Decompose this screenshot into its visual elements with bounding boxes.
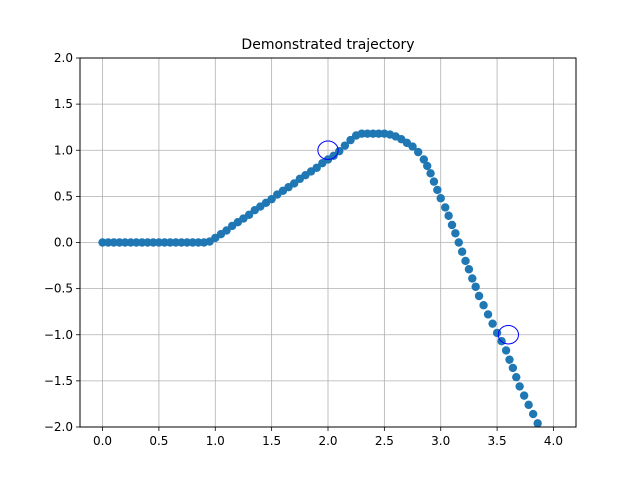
data-point xyxy=(474,291,484,301)
y-tick-label: 2.0 xyxy=(54,51,73,65)
y-tick-label: −1.5 xyxy=(44,374,73,388)
x-tick-label: 1.0 xyxy=(206,434,225,448)
data-point xyxy=(515,382,524,391)
data-point xyxy=(454,238,463,247)
data-point xyxy=(429,177,439,186)
data-point xyxy=(461,256,470,266)
y-tick-label: −1.0 xyxy=(44,328,73,342)
data-point xyxy=(423,161,432,171)
data-point xyxy=(312,163,321,172)
chart-title: Demonstrated trajectory xyxy=(241,37,414,53)
data-point xyxy=(464,265,474,274)
data-point xyxy=(457,247,467,256)
plot-area xyxy=(98,129,542,427)
data-point xyxy=(329,151,338,160)
data-point xyxy=(505,355,514,364)
waypoint-ellipse xyxy=(497,325,520,345)
data-point xyxy=(528,409,538,419)
data-point xyxy=(444,211,453,220)
data-point xyxy=(436,194,445,203)
y-tick-label: −0.5 xyxy=(44,282,73,296)
data-point xyxy=(488,319,497,328)
y-tick-label: 0.0 xyxy=(54,236,73,250)
data-point xyxy=(508,363,518,373)
data-point xyxy=(346,135,355,145)
x-tick-label: 2.5 xyxy=(375,434,394,448)
data-point xyxy=(471,282,480,291)
data-point xyxy=(479,301,488,310)
x-tick-label: 3.5 xyxy=(488,434,507,448)
data-point xyxy=(340,141,350,150)
y-tick-label: −2.0 xyxy=(44,420,73,434)
data-point xyxy=(519,391,529,400)
data-point xyxy=(524,400,533,410)
x-tick-label: 3.0 xyxy=(431,434,450,448)
waypoint-ellipse xyxy=(317,140,339,160)
y-tick-label: 1.5 xyxy=(54,97,73,111)
x-tick-label: 1.5 xyxy=(262,434,281,448)
data-point xyxy=(419,155,429,164)
data-point xyxy=(447,220,457,230)
x-tick-label: 0.0 xyxy=(93,434,112,448)
data-point xyxy=(433,185,442,195)
data-point xyxy=(289,179,299,188)
data-point xyxy=(468,274,477,283)
data-point xyxy=(426,169,435,178)
data-point xyxy=(483,310,493,319)
data-point xyxy=(244,210,254,220)
data-point xyxy=(533,419,542,427)
data-point xyxy=(441,203,450,212)
data-point xyxy=(408,142,417,151)
x-tick-label: 4.0 xyxy=(544,434,563,448)
x-tick-label: 2.0 xyxy=(318,434,337,448)
axes: 0.0 0.5 1.0 1.5 2.0 2.5 3.0 3.5 4.0 2.0 1.5 1.0 0.5 0… xyxy=(44,51,563,448)
data-point xyxy=(267,194,276,204)
x-tick-label: 0.5 xyxy=(149,434,168,448)
y-tick-label: 1.0 xyxy=(54,143,73,157)
data-point xyxy=(413,147,423,157)
data-point xyxy=(451,229,460,238)
y-tick-label: 0.5 xyxy=(54,189,73,203)
data-point xyxy=(222,226,231,235)
data-point xyxy=(512,372,521,382)
data-point xyxy=(501,346,511,355)
